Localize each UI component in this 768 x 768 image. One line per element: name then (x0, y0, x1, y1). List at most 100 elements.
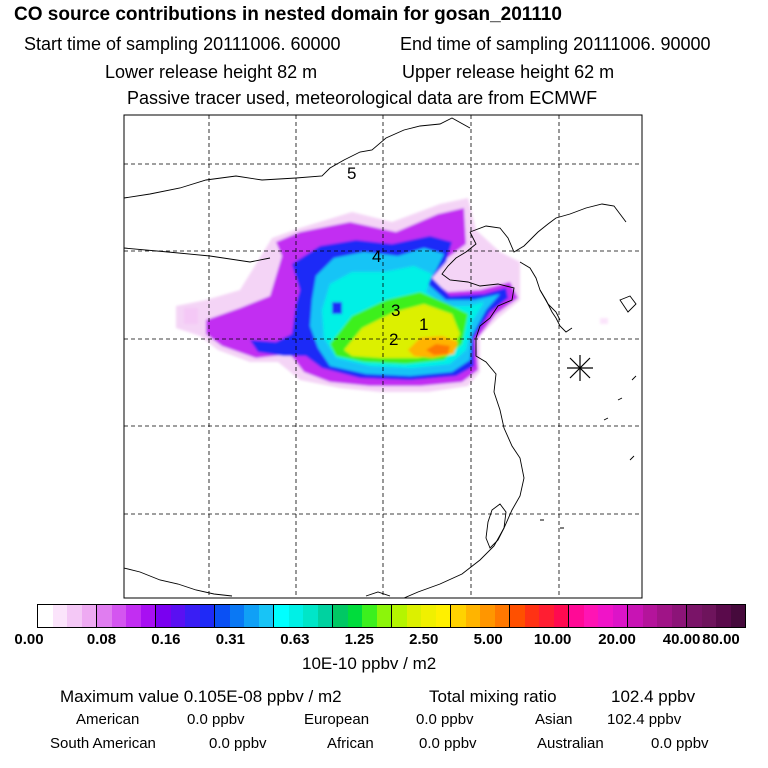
european-label: European (304, 711, 370, 728)
start-time-label: Start time of sampling 20111006. 60000 (24, 34, 341, 54)
colorbar-swatch (435, 605, 450, 627)
colorbar-swatch (730, 605, 745, 627)
colorbar-tick-label: 40.00 (662, 631, 701, 648)
colorbar-swatch (569, 605, 584, 627)
source-marker-5: 5 (347, 164, 356, 183)
colorbar-swatch (465, 605, 480, 627)
colorbar-segment (392, 605, 451, 627)
upper-height-label: Upper release height 62 m (402, 62, 615, 82)
island-taiwan (485, 503, 507, 549)
colorbar-swatch (671, 605, 686, 627)
colorbar-swatch (67, 605, 82, 627)
colorbar-tick-label: 80.00 (702, 631, 740, 648)
colorbar-swatch (97, 605, 112, 627)
map-figure: 1 2 3 4 5 (123, 114, 643, 599)
border-path (124, 567, 233, 597)
colorbar-swatch (524, 605, 539, 627)
colorbar-swatch (347, 605, 362, 627)
colorbar-segment (215, 605, 274, 627)
colorbar-tick-label: 0.31 (215, 631, 245, 648)
colorbar-swatch (126, 605, 141, 627)
colorbar-swatch (199, 605, 214, 627)
colorbar-swatch (274, 605, 289, 627)
colorbar-segment (156, 605, 215, 627)
colorbar-swatch (451, 605, 466, 627)
colorbar-tick-label: 0.63 (280, 631, 310, 648)
plume-speck (184, 308, 198, 324)
source-marker-2: 2 (389, 330, 398, 349)
colorbar-swatch (716, 605, 731, 627)
end-time-label: End time of sampling 20111006. 90000 (400, 34, 711, 54)
island-hainan (365, 591, 391, 597)
colorbar-swatch (288, 605, 303, 627)
asian-label: Asian (535, 711, 573, 728)
colorbar-swatch (421, 605, 436, 627)
asian-value: 102.4 ppbv (607, 711, 682, 728)
plume-speck (600, 318, 608, 324)
colorbar-tick-label: 0.08 (86, 631, 117, 648)
colorbar-segment (628, 605, 687, 627)
colorbar-tick-label: 0.00 (14, 631, 44, 648)
colorbar-swatch (111, 605, 126, 627)
island-japan (619, 295, 637, 313)
colorbar-swatch (598, 605, 613, 627)
colorbar-swatch (185, 605, 200, 627)
colorbar-swatch (392, 605, 407, 627)
colorbar-swatch (258, 605, 273, 627)
colorbar-swatch (317, 605, 332, 627)
colorbar-segment (510, 605, 569, 627)
colorbar-swatch (553, 605, 568, 627)
colorbar-segment (687, 605, 745, 627)
colorbar-swatch (229, 605, 244, 627)
colorbar-swatch (52, 605, 67, 627)
colorbar-swatch (657, 605, 672, 627)
source-marker-4: 4 (372, 247, 381, 266)
colorbar-swatch (687, 605, 702, 627)
colorbar-swatch (701, 605, 716, 627)
colorbar-swatch (38, 605, 53, 627)
colorbar-segment (274, 605, 333, 627)
colorbar-swatch (303, 605, 318, 627)
island-korea-south (539, 289, 573, 333)
colorbar-swatch (244, 605, 259, 627)
colorbar-segment (38, 605, 97, 627)
total-mixing-label: Total mixing ratio (429, 687, 557, 706)
colorbar-tick-label: 1.25 (344, 631, 374, 648)
coastline-path (124, 117, 471, 199)
australian-value: 0.0 ppbv (651, 735, 709, 752)
colorbar-swatch (156, 605, 171, 627)
total-mixing-value: 102.4 ppbv (611, 687, 696, 706)
source-marker-1: 1 (419, 315, 428, 334)
colorbar-swatch (628, 605, 643, 627)
source-markers: 1 2 3 4 5 (347, 164, 428, 349)
african-label: African (327, 735, 374, 752)
colorbar-tick-label: 2.50 (409, 631, 439, 648)
african-value: 0.0 ppbv (419, 735, 477, 752)
island-ryukyu (603, 375, 637, 461)
gridlines (124, 115, 642, 598)
border-path (124, 247, 271, 263)
plume-red-core (426, 344, 450, 355)
coastline-path (469, 203, 627, 253)
receptor-star-icon (567, 355, 593, 381)
colorbar-swatch (376, 605, 391, 627)
colorbar-swatch (140, 605, 155, 627)
concentration-plume (176, 198, 608, 392)
max-value-label: Maximum value 0.105E-08 ppbv / m2 (60, 687, 342, 706)
colorbar-swatch (494, 605, 509, 627)
colorbar-tick-label: 5.00 (473, 631, 503, 648)
map-frame (123, 114, 643, 599)
colorbar-swatch (583, 605, 598, 627)
colorbar-swatch (539, 605, 554, 627)
colorbar-swatch (362, 605, 377, 627)
american-value: 0.0 ppbv (187, 711, 245, 728)
colorbar-segment (451, 605, 510, 627)
colorbar-swatch (510, 605, 525, 627)
colorbar-segment (569, 605, 628, 627)
european-value: 0.0 ppbv (416, 711, 474, 728)
island-jeju (540, 519, 564, 529)
source-marker-3: 3 (391, 301, 400, 320)
colorbar-swatch (480, 605, 495, 627)
colorbar-swatch (406, 605, 421, 627)
colorbar-tick-label: 20.00 (598, 631, 636, 648)
